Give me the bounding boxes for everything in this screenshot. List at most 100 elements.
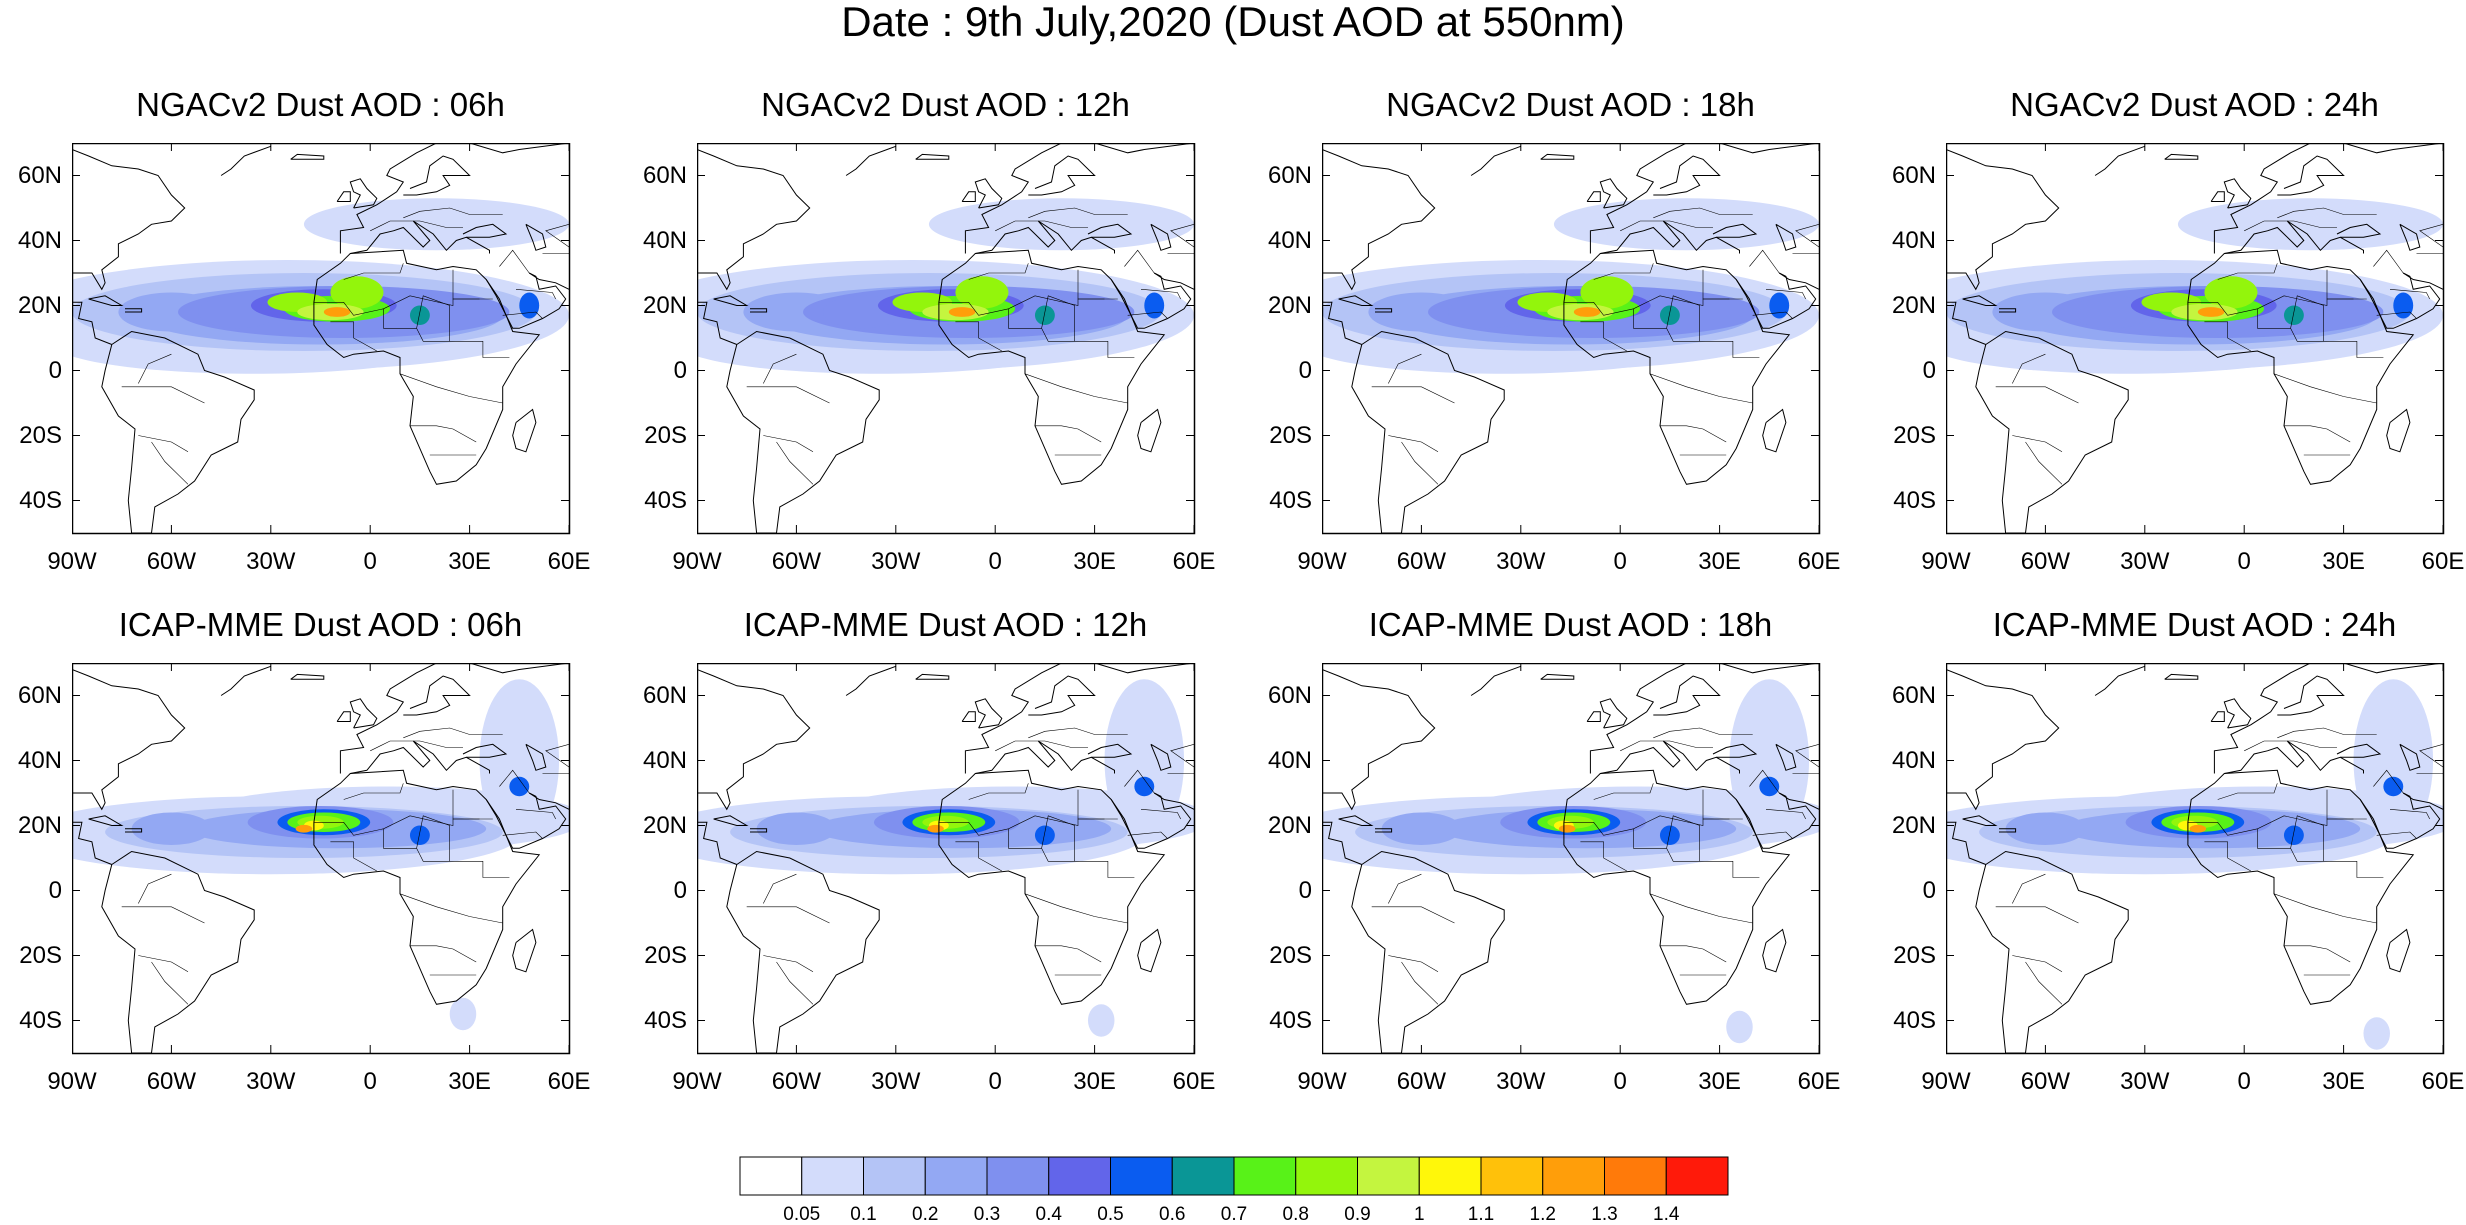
coastline [72,821,112,865]
coastline [2213,143,2443,254]
country-border [1388,955,1439,973]
lat-tick-label: 20S [644,941,687,969]
colorbar-swatch [1295,1156,1358,1196]
country-border [1024,373,1128,404]
dust-aod-map [72,143,571,535]
country-border [515,289,556,300]
country-border [1699,861,1760,878]
coastline [1028,675,1096,716]
coastline [845,145,896,176]
colorbar-tick-label: 0.6 [1159,1204,1186,1225]
coastline [1999,308,2017,313]
country-border [1580,841,1627,872]
country-border [1653,207,1753,219]
coastline [713,815,749,826]
lat-tick-label: 60N [1267,161,1312,189]
coastline [1975,330,2129,533]
country-border [2284,945,2351,963]
colorbar-swatch [739,1156,803,1196]
country-border [938,815,1118,836]
country-border [1388,353,1422,384]
colorbar-swatch [924,1156,988,1196]
country-border [502,831,543,839]
country-border [1752,311,1793,319]
country-border [2244,740,2337,752]
dust-aod-region [1580,276,1634,309]
country-border [121,386,205,404]
dust-aod-region [1381,812,1462,845]
country-border [2323,861,2384,878]
coastline [350,740,490,774]
dust-aod-map [697,143,1196,535]
coastline [1653,675,1721,716]
country-border [1649,893,1753,924]
lon-tick-label: 90W [672,1068,722,1095]
colorbar-swatch [1233,1156,1297,1196]
country-border [2376,311,2417,319]
dust-aod-region [1573,307,1601,317]
country-border [1035,425,1102,443]
country-border [1765,809,1806,820]
lon-tick-label: 90W [1921,1068,1971,1095]
lat-tick-label: 40N [17,746,62,774]
lon-tick-label: 90W [47,548,97,575]
country-border [1401,441,1439,485]
lat-tick-label: 20N [1267,291,1312,319]
dust-aod-region [131,812,212,845]
country-border [776,441,814,485]
country-border [1702,789,1730,820]
lat-tick-label: 60N [642,161,687,189]
coastline [1586,191,1601,202]
coastline [290,153,325,160]
coastline [2336,223,2382,238]
coastline [403,675,471,716]
coastline [349,178,378,209]
country-border [1660,425,1727,443]
coastline [961,711,976,722]
dust-aod-region [409,825,430,845]
lat-tick-label: 0 [1922,876,1936,904]
colorbar-tick-label: 0.4 [1035,1204,1062,1225]
coastline [72,669,186,811]
coastline [313,769,541,1005]
colorbar-tick-label: 1.2 [1529,1204,1556,1225]
dust-aod-region [756,812,837,845]
country-border [1995,386,2079,404]
coastline [2386,408,2411,453]
coastline [1540,673,1575,680]
colorbar-tick-label: 0.5 [1097,1204,1124,1225]
country-border [1795,744,1819,768]
country-border [545,744,569,768]
colorbar-tick-label: 0.7 [1220,1204,1248,1225]
coastline [697,821,737,865]
dust-aod-region [1729,679,1810,842]
map-frame [697,663,1196,1055]
coastline [88,295,124,306]
country-border [416,815,450,849]
country-border [1371,906,1455,924]
dust-aod-region [2283,305,2304,325]
lat-tick-label: 40N [1267,746,1312,774]
coastline [2187,769,2415,1005]
country-border [1127,831,1168,839]
coastline [2213,663,2443,774]
coastline [313,249,541,485]
dust-aod-region [519,292,540,319]
lon-tick-label: 0 [1613,1068,1627,1095]
lon-tick-label: 30E [448,548,491,575]
dust-aod-map [72,663,571,1055]
coastline [697,301,737,345]
coastline [2094,145,2145,176]
country-border [2257,825,2325,862]
lon-tick-label: 60E [547,1068,591,1095]
coastline [1962,295,1998,306]
coastline [750,308,768,313]
colorbar-swatch [1480,1156,1544,1196]
coastline [726,330,880,533]
coastline [1322,669,1436,811]
colorbar-swatch [1604,1156,1667,1196]
lon-tick-label: 30E [1698,1068,1741,1095]
country-border [1649,373,1753,404]
coastline [1540,153,1575,160]
dust-aod-region [409,305,430,325]
